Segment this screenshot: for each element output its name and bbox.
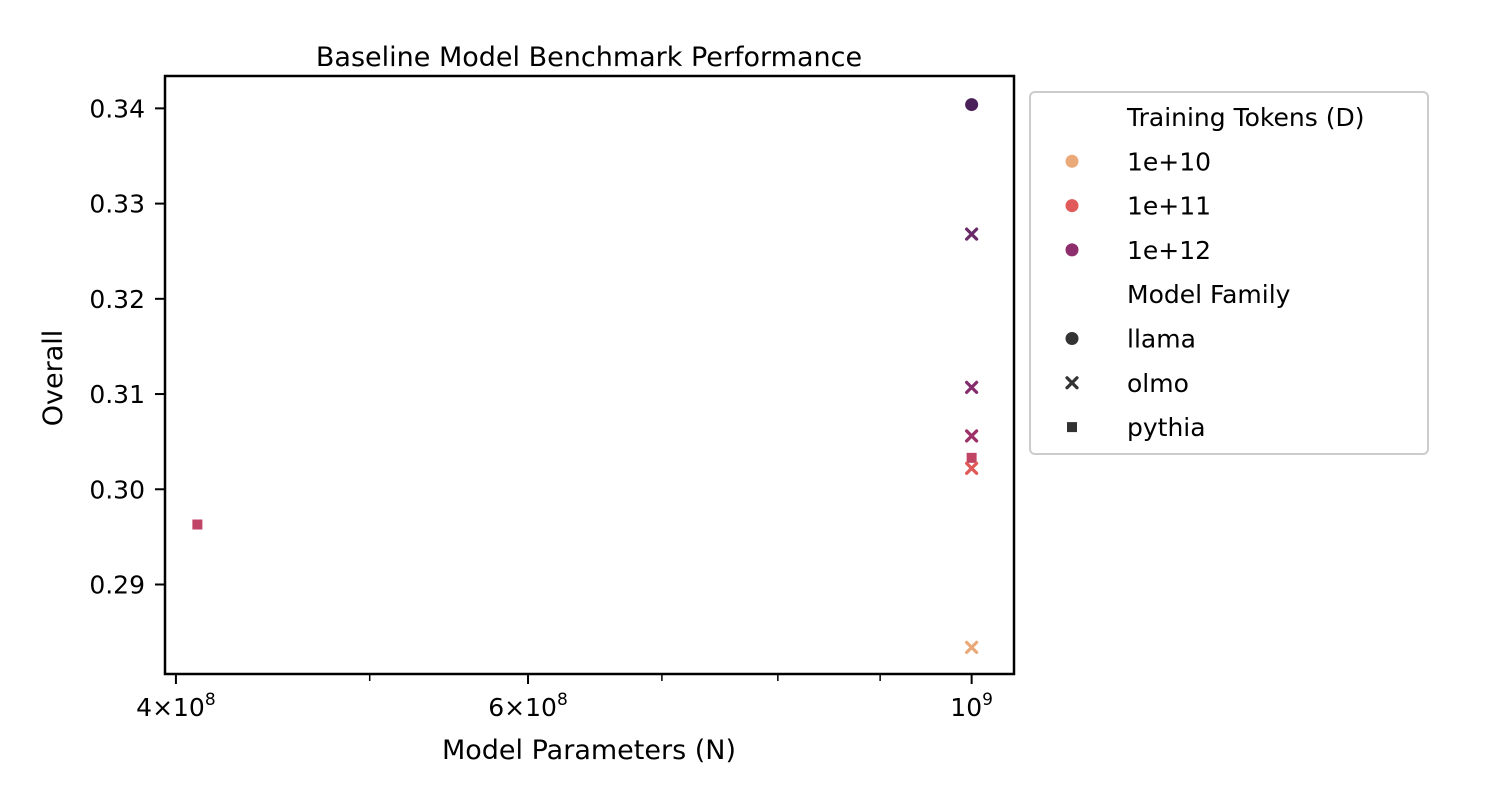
legend-hue-swatch [1065, 154, 1079, 168]
plot-frame [163, 74, 1016, 676]
legend-style-label: llama [1127, 325, 1196, 354]
y-tick-label: 0.34 [89, 94, 145, 123]
legend-style-label: pythia [1127, 413, 1206, 442]
y-tick-label: 0.30 [89, 475, 145, 504]
legend-hue-swatch [1065, 199, 1079, 213]
legend-style-title: Model Family [1127, 280, 1291, 309]
legend-hue-title: Training Tokens (D) [1126, 103, 1364, 132]
legend-style-marker [1067, 422, 1077, 433]
y-tick-label: 0.31 [89, 380, 145, 409]
x-tick-label: 6×108 [488, 690, 568, 722]
legend-hue-label: 1e+10 [1127, 147, 1211, 176]
y-tick-label: 0.32 [89, 285, 145, 314]
legend-style-marker [1065, 332, 1079, 345]
legend: Training Tokens (D) 1e+10 1e+11 1e+12 Model … [1029, 91, 1429, 455]
legend-style-marker [1065, 376, 1079, 390]
plot-area [163, 74, 1016, 676]
data-point-llama [965, 98, 979, 112]
data-point-olmo [965, 640, 979, 654]
data-points [192, 98, 979, 654]
x-tick-label: 109 [950, 690, 993, 722]
data-point-pythia [966, 452, 977, 463]
legend-style-label: olmo [1127, 369, 1189, 398]
data-point-pythia [192, 519, 203, 530]
legend-hue-label: 1e+11 [1127, 192, 1211, 221]
y-tick-label: 0.29 [89, 570, 145, 599]
x-axis-label: Model Parameters (N) [442, 735, 736, 766]
x-tick-label: 4×108 [136, 690, 216, 722]
chart-title: Baseline Model Benchmark Performance [316, 42, 862, 73]
legend-frame [1029, 91, 1429, 455]
legend-hue-label: 1e+12 [1127, 236, 1211, 265]
y-axis-label: Overall [38, 330, 69, 427]
data-point-olmo [965, 461, 979, 475]
data-point-olmo [965, 429, 979, 443]
data-point-olmo [965, 227, 979, 241]
data-point-olmo [965, 380, 979, 394]
legend-hue-swatch [1065, 243, 1079, 257]
x-axis: 4×108 6×108 109 [136, 674, 993, 722]
y-tick-label: 0.33 [89, 190, 145, 219]
y-axis: 0.29 0.30 0.31 0.32 0.33 0.34 [89, 94, 165, 599]
